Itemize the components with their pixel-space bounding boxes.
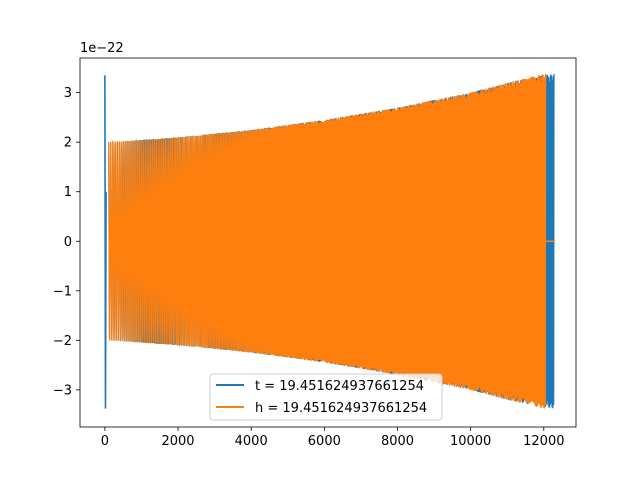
y-offset-text: 1e−22 (80, 41, 124, 56)
x-tick-label: 8000 (381, 434, 414, 449)
legend: t = 19.451624937661254 h = 19.4516249376… (209, 373, 443, 421)
y-tick-label: 0 (64, 235, 72, 250)
y-axis: −3 −2 −1 0 1 2 3 (53, 86, 80, 398)
x-axis: 0 2000 4000 6000 8000 10000 12000 (101, 427, 564, 449)
series-h (107, 73, 555, 409)
series-line (107, 73, 547, 409)
y-tick-label: 3 (64, 86, 72, 101)
legend-label-h: h = 19.451624937661254 (255, 401, 427, 416)
plot-frame (79, 57, 577, 428)
x-tick-label: 10000 (450, 434, 491, 449)
y-tick-label: 2 (64, 136, 72, 151)
y-tick-label: −2 (53, 334, 72, 349)
legend-label-t: t = 19.451624937661254 (255, 379, 424, 394)
x-tick-label: 12000 (523, 434, 564, 449)
x-tick-label: 0 (101, 434, 109, 449)
x-tick-label: 4000 (235, 434, 268, 449)
x-tick-label: 6000 (308, 434, 341, 449)
y-tick-label: −1 (53, 284, 72, 299)
x-tick-label: 2000 (161, 434, 194, 449)
y-tick-label: −3 (53, 383, 72, 398)
legend-box (209, 373, 443, 421)
y-tick-label: 1 (64, 185, 72, 200)
